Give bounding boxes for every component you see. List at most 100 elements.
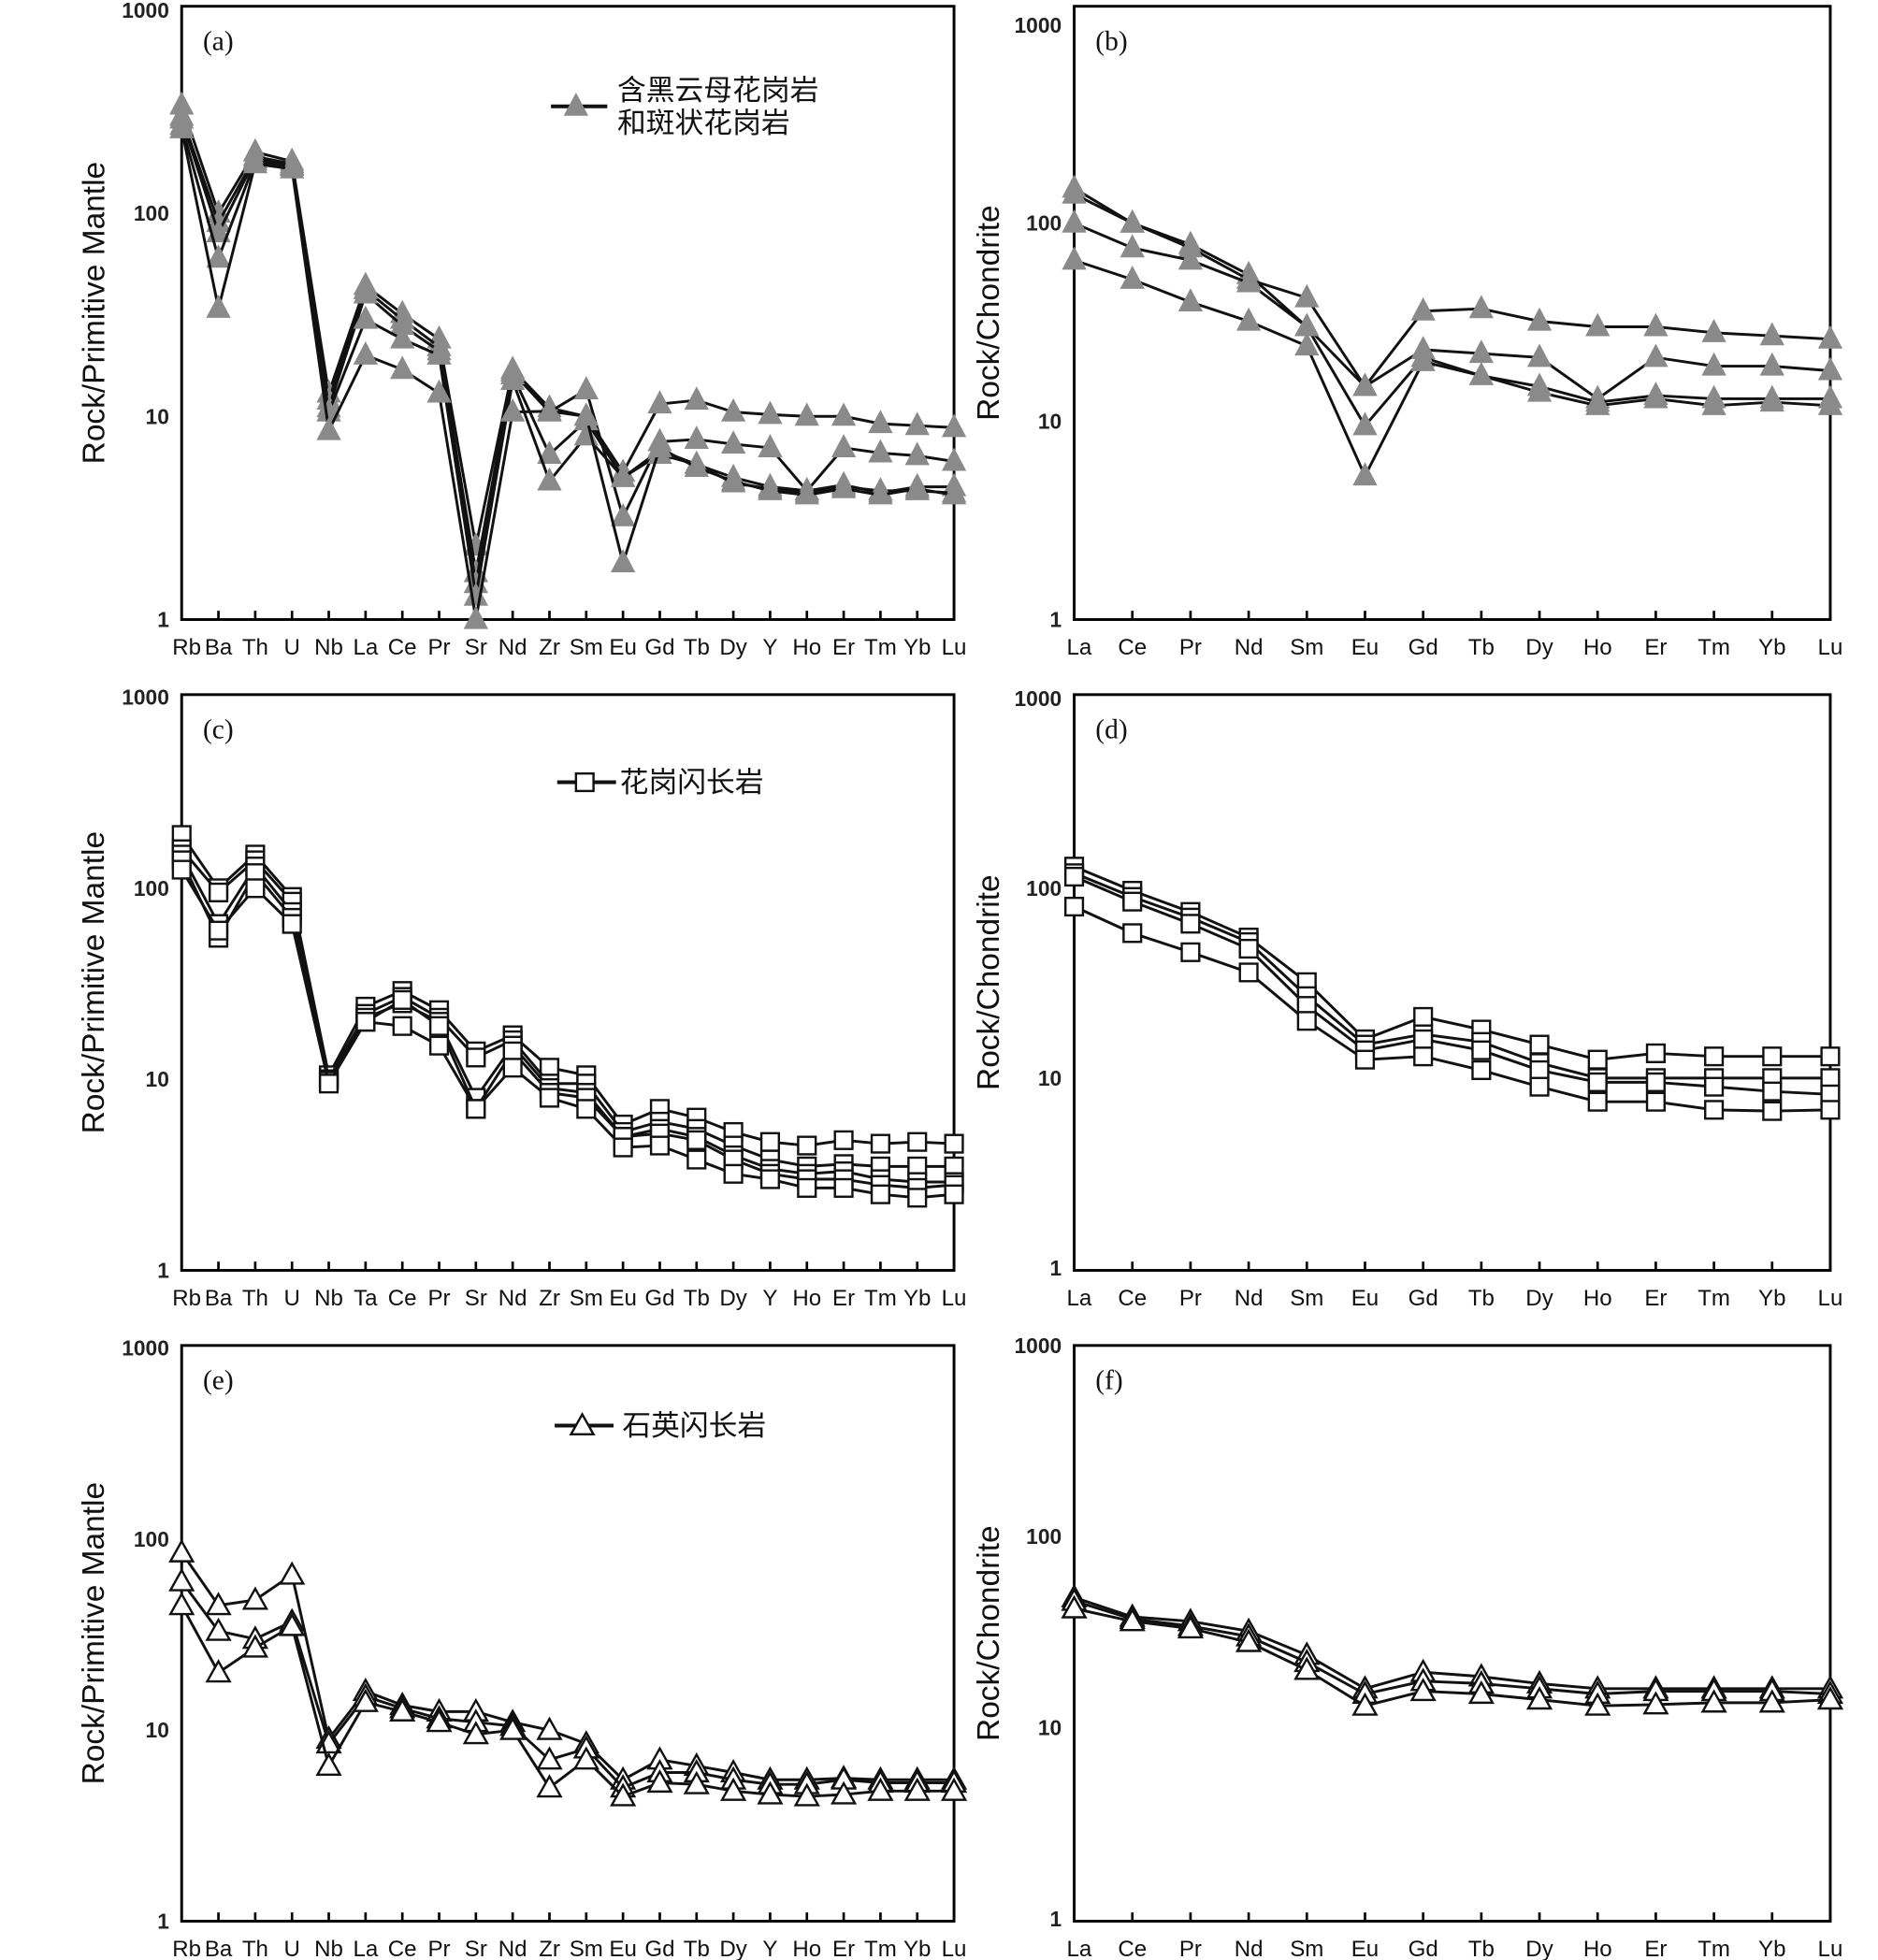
triangle-marker	[1525, 1686, 1553, 1710]
series-line	[180, 1604, 955, 1798]
triangle-marker	[1585, 312, 1611, 337]
x-tick-label: La	[1067, 1286, 1092, 1311]
series-1	[1061, 1583, 1844, 1699]
triangle-marker	[1817, 384, 1843, 409]
series-1	[171, 825, 964, 1156]
x-tick-label: Tm	[1697, 1286, 1730, 1311]
x-tick-label: Tb	[1468, 635, 1495, 660]
y-tick-label: 1000	[122, 1336, 169, 1361]
y-tick-label: 100	[134, 201, 169, 225]
y-axis-label: Rock/Primitive Mantle	[77, 831, 111, 1133]
x-tick-label: Tm	[1697, 635, 1730, 660]
series-1	[1062, 174, 1843, 396]
x-tick-label: Lu	[942, 1286, 967, 1311]
x-tick-label: La	[1067, 635, 1092, 660]
x-tick-label: Rb	[172, 635, 201, 660]
y-tick-label: 100	[134, 1527, 169, 1551]
triangle-marker	[904, 441, 930, 466]
x-tick-label: Ce	[1118, 1937, 1147, 1960]
square-marker	[870, 1133, 890, 1154]
x-tick-label: Nd	[498, 1937, 527, 1960]
triangle-marker	[569, 1411, 596, 1436]
y-tick-label: 10	[146, 1718, 169, 1742]
triangle-marker	[353, 305, 379, 329]
x-tick-label: Y	[762, 1286, 777, 1311]
triangle-marker	[941, 447, 967, 471]
x-tick-label: Tm	[864, 635, 897, 660]
y-tick-label: 100	[1026, 876, 1062, 901]
x-tick-label: Er	[832, 1286, 855, 1311]
y-tick-label: 100	[1026, 211, 1062, 236]
x-tick-label: Tb	[684, 1286, 710, 1311]
triangle-marker	[1701, 352, 1726, 376]
series-4	[1062, 246, 1843, 486]
triangle-marker	[647, 434, 672, 457]
x-tick-label: Ce	[1118, 635, 1147, 660]
series-line	[181, 1551, 955, 1781]
triangle-marker	[536, 1746, 563, 1770]
y-axis-label: Rock/Primitive Mantle	[77, 1482, 111, 1784]
triangle-marker	[904, 411, 930, 436]
triangle-marker	[1468, 295, 1495, 319]
triangle-marker	[241, 1586, 268, 1610]
triangle-marker	[941, 481, 967, 505]
x-tick-label: Tm	[864, 1286, 897, 1311]
y-tick-label: 10	[1038, 1066, 1062, 1090]
x-tick-label: U	[284, 1937, 300, 1960]
x-tick-label: Ba	[205, 1286, 233, 1311]
triangle-marker	[684, 425, 709, 449]
triangle-marker	[1351, 1692, 1379, 1716]
series-line	[1074, 1599, 1831, 1695]
x-tick-label: La	[353, 635, 378, 660]
y-tick-label: 10	[1038, 1716, 1062, 1740]
triangle-marker	[205, 1592, 232, 1616]
x-tick-label: Lu	[942, 1937, 967, 1960]
square-marker	[1471, 1040, 1492, 1060]
x-tick-label: Y	[762, 635, 777, 660]
triangle-marker	[758, 434, 783, 457]
square-marker	[907, 1188, 928, 1208]
triangle-marker	[573, 402, 599, 426]
x-tick-label: Ho	[1583, 1937, 1612, 1960]
triangle-marker	[499, 1716, 527, 1740]
x-tick-label: Nd	[1235, 635, 1264, 660]
x-tick-label: Gd	[1408, 1937, 1438, 1960]
square-marker	[686, 1149, 707, 1170]
x-tick-label: Eu	[609, 635, 636, 660]
plot-frame	[180, 1344, 956, 1923]
triangle-marker	[1062, 209, 1087, 233]
y-tick-label: 1	[157, 1910, 169, 1934]
chart-panel-e: 1 10 100 1000 Rb Ba Th U Nb La Ce Pr Sr Nd Zr Sm Eu Gd Tb D…	[77, 1336, 968, 1960]
triangle-marker	[1526, 343, 1553, 368]
series-line	[180, 128, 955, 622]
x-tick-label: Lu	[1818, 1286, 1843, 1311]
series-5	[169, 115, 967, 629]
y-tick-label: 100	[1026, 1524, 1062, 1549]
triangle-marker	[1643, 382, 1669, 406]
triangle-marker	[720, 397, 746, 422]
y-tick-label: 100	[134, 876, 169, 901]
chart-panel-c: 1 10 100 1000 Rb Ba Th U Nb Ta Ce Pr Sr Nd Zr Sm Eu Gd Tb D…	[77, 685, 966, 1311]
x-tick-label: Nb	[314, 1286, 343, 1311]
triangle-marker	[206, 294, 231, 318]
y-axis-label: Rock/Chondrite	[972, 205, 1006, 421]
square-marker	[428, 1035, 450, 1056]
series-line	[181, 834, 955, 1147]
x-tick-label: Nb	[314, 1937, 343, 1960]
x-tick-label: Ho	[1583, 1286, 1612, 1311]
triangle-marker	[684, 454, 709, 478]
triangle-marker	[1409, 1678, 1437, 1702]
x-tick-label: Sr	[465, 635, 487, 660]
x-tick-label: Yb	[1758, 635, 1785, 660]
x-tick-label: Ce	[388, 1286, 417, 1311]
square-marker	[1762, 1081, 1783, 1102]
series-3	[168, 1592, 968, 1807]
triangle-marker	[1526, 307, 1553, 331]
x-tick-label: Sm	[570, 635, 603, 660]
x-tick-label: Pr	[1179, 1286, 1202, 1311]
triangle-marker	[1643, 343, 1669, 368]
x-tick-label: Nd	[498, 635, 527, 660]
x-tick-label: Sm	[1290, 1937, 1323, 1960]
panel-label: (a)	[203, 27, 234, 57]
square-marker	[208, 920, 229, 941]
